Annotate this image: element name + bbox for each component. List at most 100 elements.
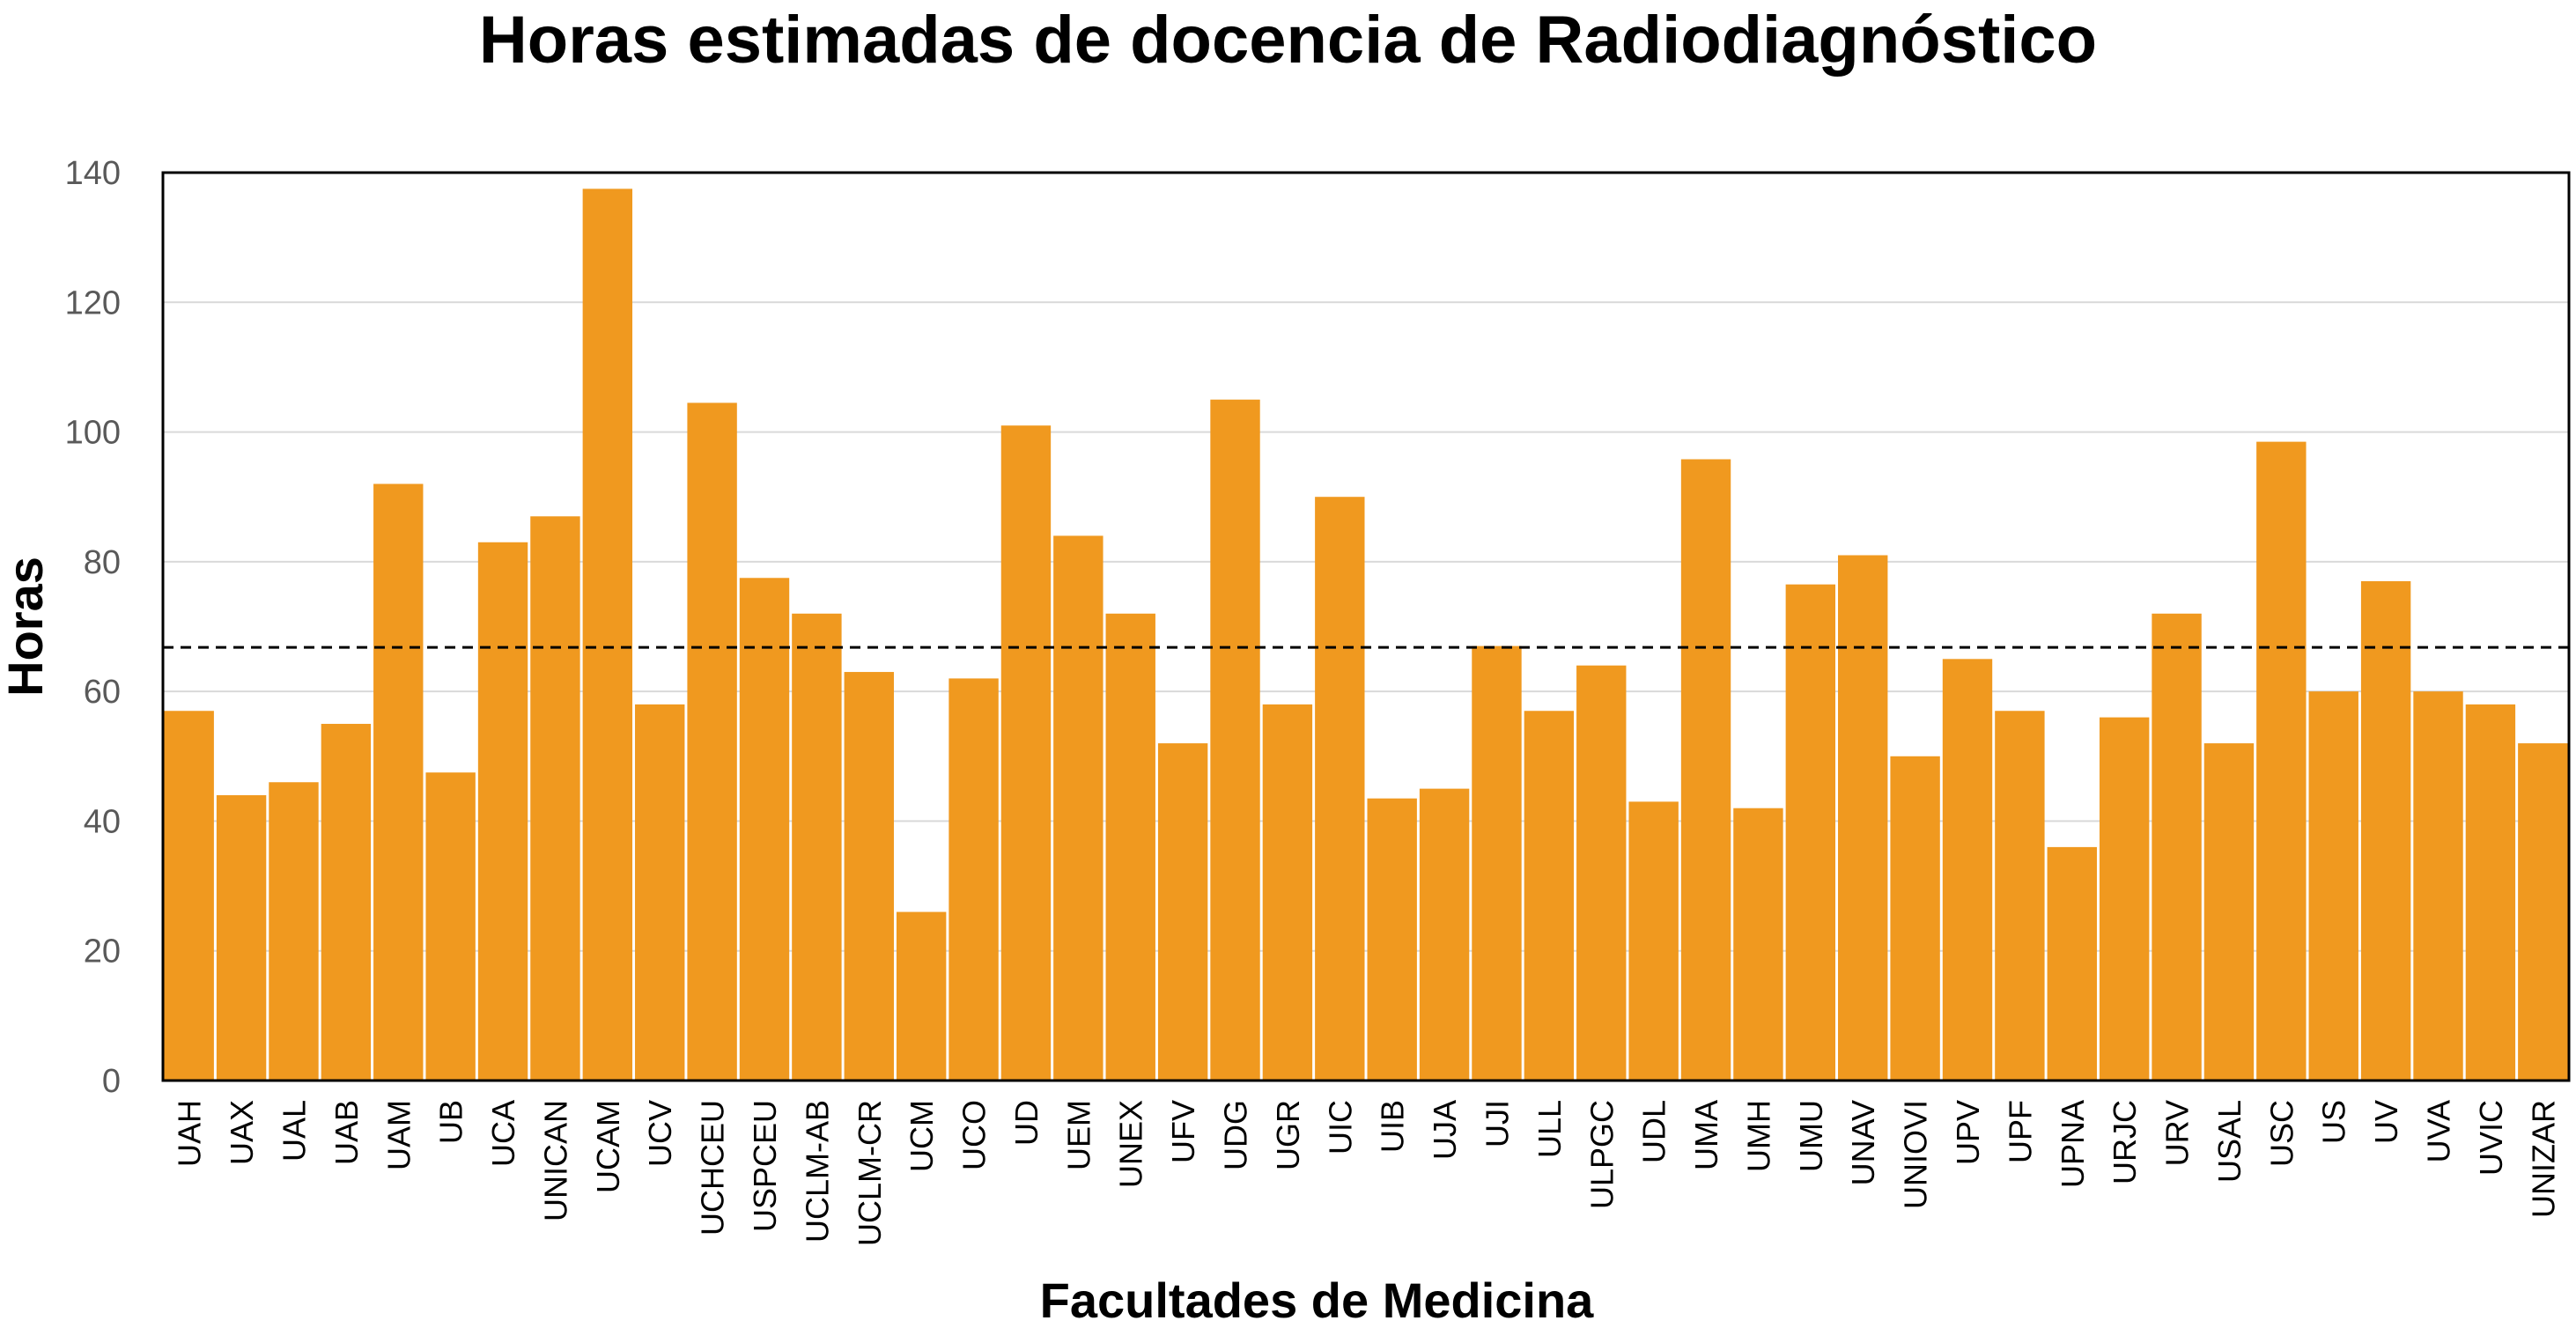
bar-unav [1838, 555, 1888, 1081]
x-tick-label: UCHCEU [695, 1100, 731, 1236]
bar-upv [1942, 659, 1993, 1081]
x-tick-label: UVA [2421, 1100, 2457, 1162]
x-tick-label: UAB [328, 1100, 365, 1165]
x-tick-label: US [2316, 1100, 2352, 1144]
x-tick-label: UNIZAR [2525, 1100, 2561, 1218]
y-tick-label: 100 [65, 415, 121, 452]
x-tick-label: UJI [1479, 1100, 1515, 1147]
x-tick-label: UCA [485, 1100, 521, 1167]
x-tick-label: UD [1008, 1100, 1044, 1146]
x-tick-label: UDL [1636, 1100, 1672, 1163]
y-axis-title: Horas [0, 557, 53, 697]
bar-umu [1785, 584, 1836, 1081]
bar-uab [321, 723, 372, 1081]
x-tick-label: UMA [1688, 1100, 1724, 1170]
x-tick-label: ULL [1532, 1100, 1568, 1158]
x-tick-label: UAL [276, 1100, 312, 1162]
bar-ull [1524, 711, 1575, 1081]
bar-umh [1733, 808, 1783, 1081]
bar-upna [2047, 846, 2097, 1081]
bar-uib [1367, 798, 1417, 1081]
bar-uspceu [739, 578, 790, 1081]
bar-ucv [635, 704, 685, 1081]
x-tick-label: UCAM [590, 1100, 626, 1193]
x-tick-label: UMH [1740, 1100, 1776, 1172]
bar-unican [530, 516, 580, 1081]
bar-ual [269, 782, 319, 1081]
x-tick-label: UV [2368, 1100, 2404, 1144]
x-tick-label: UNAV [1845, 1100, 1881, 1185]
bar-upf [1995, 711, 2045, 1081]
x-tick-label: UIC [1322, 1100, 1358, 1155]
y-tick-label: 20 [84, 933, 121, 970]
x-tick-label: UNEX [1113, 1100, 1149, 1188]
x-tick-label: UCO [956, 1100, 993, 1170]
bar-urjc [2099, 717, 2150, 1081]
y-tick-label: 40 [84, 803, 121, 840]
bar-uchceu [687, 402, 737, 1081]
y-tick-label: 80 [84, 544, 121, 581]
x-tick-label: ULPGC [1583, 1100, 1620, 1209]
bar-unex [1105, 613, 1155, 1081]
bar-uv [2360, 580, 2411, 1081]
x-tick-label: UAX [224, 1100, 260, 1165]
bar-uco [948, 678, 999, 1081]
bar-us [2308, 691, 2358, 1081]
bar-ucm [896, 911, 947, 1081]
bar-uic [1315, 497, 1365, 1081]
x-tick-label: UAM [380, 1100, 417, 1170]
bar-uem [1053, 535, 1103, 1081]
x-tick-label: UVIC [2473, 1100, 2509, 1176]
plot-area-frame [161, 171, 2571, 1082]
bar-uclm-ab [792, 613, 842, 1081]
bar-ufv [1157, 743, 1208, 1081]
x-tick-label: UCLM-AB [799, 1100, 835, 1243]
x-tick-label: UEM [1060, 1100, 1096, 1170]
x-tick-label: UCM [904, 1100, 940, 1172]
y-tick-label: 0 [102, 1063, 121, 1100]
x-tick-label: UIB [1375, 1100, 1411, 1153]
bars [164, 188, 2568, 1081]
chart-title: Horas estimadas de docencia de Radiodiag… [478, 3, 2098, 77]
bar-uva [2413, 691, 2463, 1081]
x-tick-label: UGR [1270, 1100, 1306, 1170]
x-tick-label: UNICAN [537, 1100, 573, 1221]
x-tick-label: UPF [2002, 1100, 2038, 1163]
x-tick-label: UJA [1427, 1100, 1463, 1160]
bar-ucam [582, 188, 633, 1081]
bar-uvic [2465, 704, 2516, 1081]
x-tick-label: UNIOVI [1898, 1100, 1934, 1209]
bar-ud [1000, 425, 1052, 1081]
bar-unizar [2518, 743, 2568, 1081]
x-tick-label: URJC [2107, 1100, 2143, 1184]
y-tick-label: 120 [65, 284, 121, 321]
x-tick-label: USPCEU [747, 1100, 783, 1232]
bar-uniovi [1890, 756, 1940, 1081]
x-tick-label: UCV [642, 1100, 678, 1167]
x-tick-label: UCLM-CR [852, 1100, 888, 1246]
x-tick-label: UMU [1793, 1100, 1829, 1172]
x-tick-label: UDG [1218, 1100, 1254, 1170]
bar-ub [425, 772, 476, 1081]
bar-ugr [1262, 704, 1313, 1081]
bar-uclm-cr [844, 672, 894, 1081]
x-tick-label: UPV [1950, 1100, 1986, 1165]
bar-usc [2256, 441, 2307, 1081]
x-tick-label: URV [2159, 1100, 2196, 1166]
bar-uja [1419, 788, 1470, 1081]
y-tick-label: 60 [84, 674, 121, 711]
x-tick-label: UAH [172, 1100, 208, 1167]
bar-urv [2152, 613, 2202, 1081]
x-tick-label: UB [433, 1100, 469, 1144]
x-axis-title: Facultades de Medicina [1040, 1273, 1594, 1328]
bar-udg [1210, 399, 1260, 1081]
x-axis-ticks: UAH UAX UAL UAB UAM UB UCA UNICAN UCAM UCV UCHCEU U… [172, 1100, 2562, 1246]
x-tick-label: UPNA [2055, 1100, 2091, 1188]
bar-udl [1628, 801, 1679, 1081]
bar-uji [1472, 646, 1522, 1081]
x-tick-label: USAL [2211, 1100, 2248, 1183]
bar-usal [2203, 743, 2255, 1081]
bar-uca [477, 542, 528, 1081]
x-tick-label: UFV [1165, 1100, 1201, 1163]
